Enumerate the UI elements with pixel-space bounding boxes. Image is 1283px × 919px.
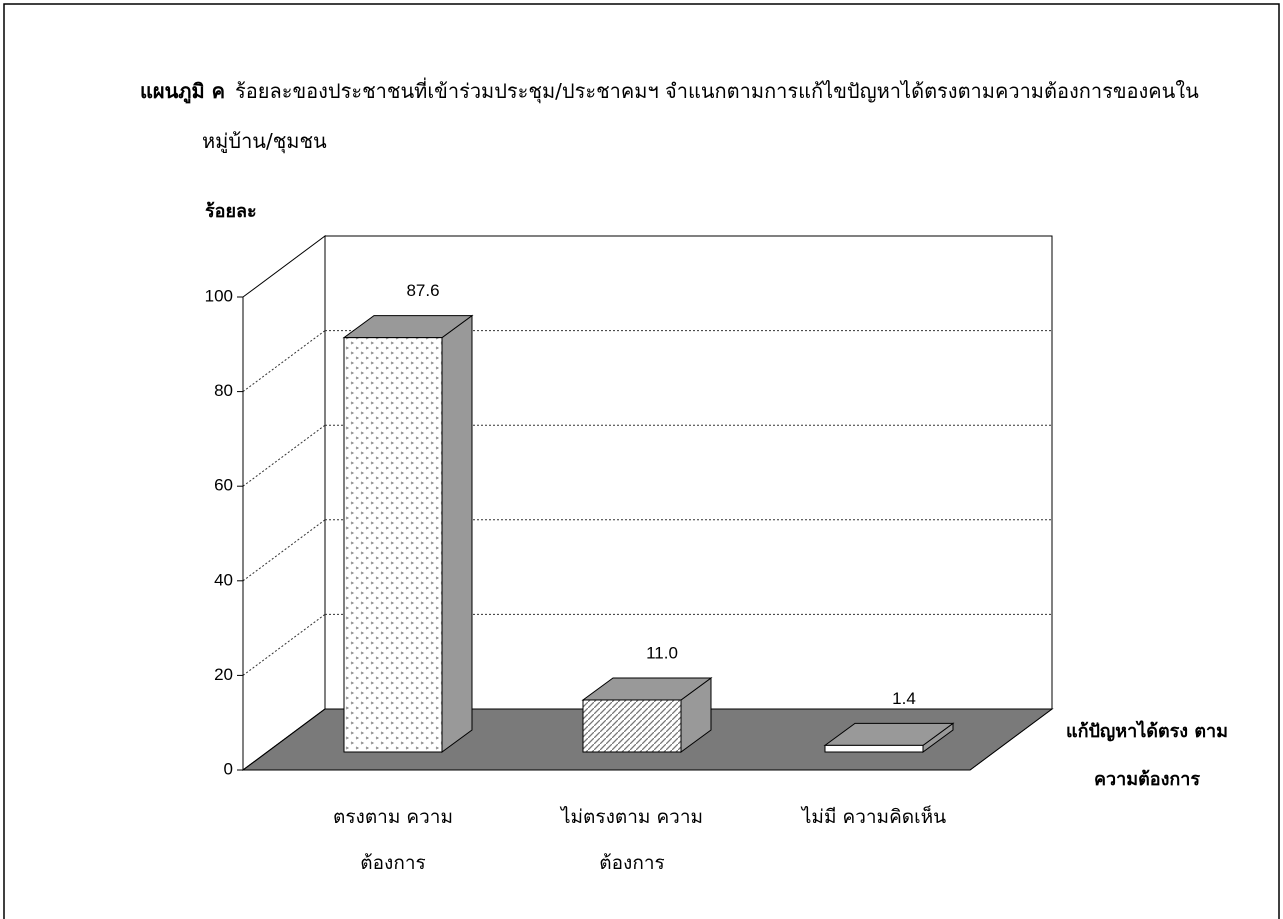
y-tick-label: 80 xyxy=(214,381,233,400)
bar xyxy=(582,699,682,753)
y-axis-label: ร้อยละ xyxy=(205,201,257,222)
chart-title: ร้อยละของประชาชนที่เข้าร่วมประชุม/ประชาค… xyxy=(202,79,1199,153)
bar xyxy=(343,337,443,753)
y-tick-label: 60 xyxy=(214,476,233,495)
y-tick-label: 0 xyxy=(224,759,233,778)
value-label: 1.4 xyxy=(892,689,916,708)
grid-line xyxy=(242,424,326,487)
y-tick-label: 40 xyxy=(214,570,233,589)
x-tick-label: ไม่ตรงตาม ความต้องการ xyxy=(560,806,704,874)
y-tick-label: 100 xyxy=(205,286,233,305)
y-tick-label: 20 xyxy=(214,665,233,684)
x-axis-label: แก้ปัญหาได้ตรง ตามความต้องการ xyxy=(1065,721,1229,790)
side-wall xyxy=(242,235,326,771)
bar xyxy=(824,744,924,753)
figure-label: แผนภูมิ ค xyxy=(140,79,225,103)
value-label: 11.0 xyxy=(646,643,678,662)
x-tick-label: ไม่มี ความคิดเห็น xyxy=(801,806,947,828)
grid-line xyxy=(242,613,326,676)
x-tick-label: ตรงตาม ความต้องการ xyxy=(333,806,453,874)
frame xyxy=(3,3,1280,919)
bar-side xyxy=(441,314,473,753)
grid-line xyxy=(242,330,326,393)
value-label: 87.6 xyxy=(406,281,439,300)
chart-title-block: แผนภูมิ คร้อยละของประชาชนที่เข้าร่วมประช… xyxy=(140,66,1240,166)
grid-line xyxy=(242,519,326,582)
